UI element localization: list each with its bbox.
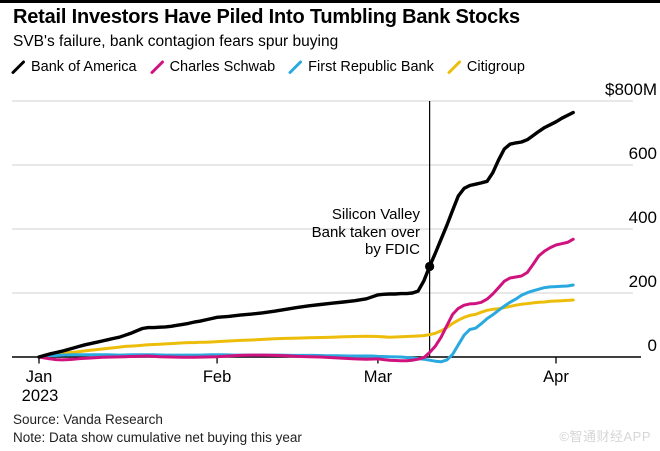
y-axis-label: $800M	[605, 80, 657, 99]
legend-item-bank-of-america: Bank of America	[11, 59, 137, 75]
x-axis-label: Feb	[203, 368, 231, 386]
x-axis-label: Jan	[26, 368, 53, 386]
top-border	[0, 0, 660, 3]
svb-annotation: Silicon Valley Bank taken over by FDIC	[311, 206, 420, 258]
y-axis-label: 200	[629, 272, 657, 291]
y-axis-label: 400	[629, 208, 657, 227]
legend-item-label: Bank of America	[31, 59, 137, 75]
line-marker-icon	[288, 60, 303, 74]
x-axis-label: Mar	[364, 368, 393, 386]
series-line-charles-schwab	[37, 237, 575, 363]
legend-item-label: First Republic Bank	[308, 59, 434, 75]
legend-item-charles-schwab: Charles Schwab	[150, 59, 276, 75]
line-marker-icon	[447, 60, 461, 74]
series-line-bank-of-america	[37, 110, 575, 359]
legend: Bank of America Charles Schwab First Rep…	[11, 59, 525, 75]
legend-item-citigroup: Citigroup	[447, 59, 525, 75]
legend-item-label: Charles Schwab	[169, 59, 276, 75]
footer-notes: Source: Vanda Research Note: Data show c…	[13, 411, 302, 446]
event-marker-dot	[425, 261, 435, 272]
data-note: Note: Data show cumulative net buying th…	[13, 429, 302, 445]
chart-title: Retail Investors Have Piled Into Tumblin…	[13, 6, 520, 28]
y-axis-label: 600	[629, 144, 657, 163]
line-marker-icon	[150, 60, 164, 74]
watermark: ©智通财经APP	[559, 429, 651, 444]
legend-item-label: Citigroup	[466, 59, 525, 75]
series-line-first-republic-bank	[37, 283, 575, 364]
x-axis-label: Apr	[543, 368, 569, 386]
chart-subtitle: SVB's failure, bank contagion fears spur…	[13, 33, 339, 50]
series-line-citigroup	[37, 298, 575, 359]
line-marker-icon	[11, 60, 25, 74]
y-axis-label: 0	[648, 336, 657, 355]
x-axis-year-label: 2023	[22, 387, 59, 405]
source-note: Source: Vanda Research	[13, 412, 163, 427]
legend-item-first-republic-bank: First Republic Bank	[288, 59, 434, 75]
